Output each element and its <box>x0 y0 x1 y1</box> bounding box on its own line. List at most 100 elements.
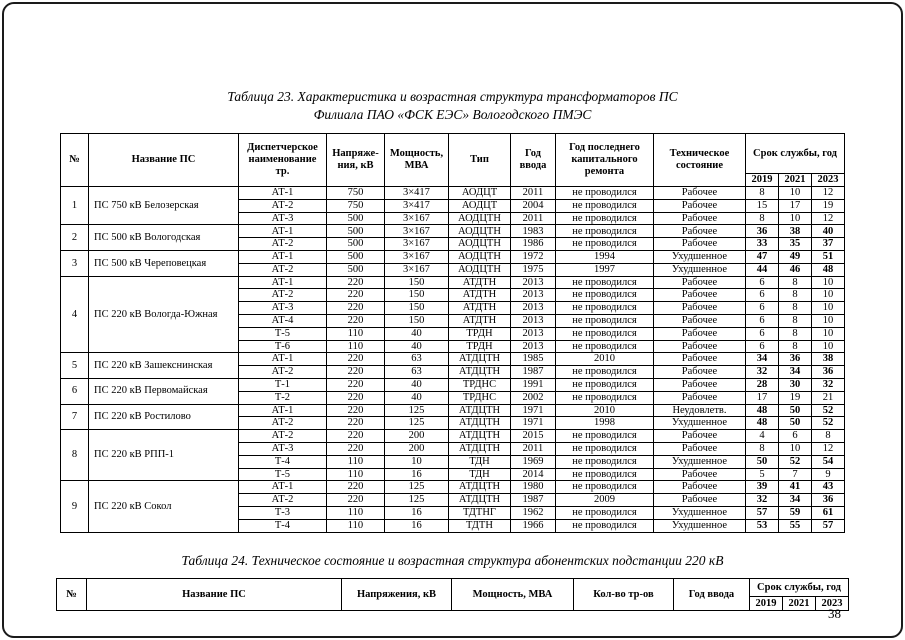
year-commissioned: 2011 <box>509 186 556 200</box>
transformer-type: АТДЦТН <box>447 352 511 367</box>
table23: № Название ПС Диспетчерское наименование… <box>59 133 846 533</box>
power-value: 3×167 <box>383 211 449 226</box>
service-life-2023: 54 <box>810 454 846 469</box>
service-life-2021: 36 <box>777 352 812 367</box>
service-life-2021: 8 <box>777 301 812 316</box>
technical-condition: Рабочее <box>652 378 746 392</box>
table23-body: 1 ПС 750 кВ Белозерская АТ-1 750 3×417 АОДЦТ 2… <box>59 186 846 533</box>
col-header-name: Название ПС <box>87 133 239 188</box>
group-number: 7 <box>59 403 89 431</box>
service-life-2021: 49 <box>777 250 812 264</box>
service-life-2021: 50 <box>777 403 812 418</box>
table-row: АТ-2 220 125 АТДЦТН 1987 2009 Рабочее 32 34 36 <box>60 493 846 508</box>
last-repair: 2010 <box>554 352 654 367</box>
service-life-2019: 6 <box>744 339 779 354</box>
transformer-type: АОДЦТ <box>447 198 511 213</box>
year-commissioned: 2011 <box>509 442 556 456</box>
transformer-type: АОДЦТН <box>447 237 511 252</box>
transformer-id: Т-3 <box>237 506 327 520</box>
last-repair: не проводился <box>554 442 654 456</box>
service-life-2023: 10 <box>810 275 846 290</box>
service-life-2021: 19 <box>777 390 812 405</box>
transformer-type: АТДТН <box>447 288 511 303</box>
power-value: 150 <box>383 314 449 328</box>
voltage-value: 220 <box>325 429 385 444</box>
last-repair: не проводился <box>554 378 654 392</box>
col-header-condition: Техническое состояние <box>652 133 746 188</box>
group-number: 4 <box>59 275 89 354</box>
transformer-id: Т-2 <box>237 390 327 405</box>
transformer-type: АТДЦТН <box>447 429 511 444</box>
col-header-power: Мощность, МВА <box>383 133 449 188</box>
last-repair: не проводился <box>554 237 654 252</box>
service-life-2019: 32 <box>744 365 779 380</box>
technical-condition: Рабочее <box>652 237 746 252</box>
group-number: 1 <box>59 186 89 226</box>
table-row: Т-4 110 16 ТДТН 1966 не проводился Ухудшенное 5… <box>60 518 846 533</box>
service-life-2019: 8 <box>744 211 779 226</box>
col-header-voltage: Напряжения, кВ <box>340 578 452 612</box>
voltage-value: 220 <box>325 275 385 290</box>
power-value: 40 <box>383 390 449 405</box>
technical-condition: Рабочее <box>652 288 746 303</box>
transformer-type: ТРДНС <box>447 378 511 392</box>
technical-condition: Рабочее <box>652 211 746 226</box>
year-commissioned: 2013 <box>509 326 556 341</box>
transformer-type: АТДТН <box>447 301 511 316</box>
service-life-2021: 10 <box>777 442 812 456</box>
year-commissioned: 2015 <box>509 429 556 444</box>
year-commissioned: 2013 <box>509 314 556 328</box>
table-row: 7 ПС 220 кВ Ростилово АТ-1 220 125 АТДЦТН 1971… <box>59 403 846 431</box>
technical-condition: Рабочее <box>652 467 746 482</box>
substation-name: ПС 750 кВ Белозерская <box>87 186 239 226</box>
voltage-value: 220 <box>325 314 385 328</box>
col-header-type: Тип <box>447 133 511 188</box>
technical-condition: Рабочее <box>652 493 746 508</box>
service-life-2023: 38 <box>810 352 846 367</box>
last-repair: не проводился <box>554 288 654 303</box>
year-commissioned: 2013 <box>509 275 556 290</box>
year-commissioned: 1975 <box>509 262 556 277</box>
year-commissioned: 1987 <box>509 493 556 508</box>
table-row: АТ-4 220 150 АТДТН 2013 не проводился Рабочее 6… <box>60 314 846 328</box>
service-life-2023: 9 <box>810 467 846 482</box>
service-life-2019: 48 <box>744 416 779 431</box>
service-life-2021: 6 <box>777 429 812 444</box>
table-row: 2 ПС 500 кВ Вологодская АТ-1 500 3×167 АОДЦТН… <box>59 224 846 252</box>
group-number: 5 <box>59 352 89 380</box>
col-header-num: № <box>55 578 87 612</box>
technical-condition: Неудовлетв. <box>652 403 746 418</box>
service-life-2023: 57 <box>810 518 846 533</box>
year-commissioned: 1971 <box>509 403 556 418</box>
voltage-value: 220 <box>325 416 385 431</box>
transformer-id: АТ-1 <box>237 403 327 418</box>
service-life-2023: 19 <box>810 198 846 213</box>
voltage-value: 500 <box>325 262 385 277</box>
year-commissioned: 1972 <box>509 250 556 264</box>
service-life-2019: 4 <box>744 429 779 444</box>
technical-condition: Рабочее <box>652 275 746 290</box>
year-commissioned: 2002 <box>509 390 556 405</box>
group-number: 6 <box>59 378 89 405</box>
service-life-2019: 39 <box>744 480 779 495</box>
service-life-2019: 6 <box>744 326 779 341</box>
voltage-value: 500 <box>325 237 385 252</box>
service-life-2019: 6 <box>744 275 779 290</box>
last-repair: не проводился <box>554 339 654 354</box>
transformer-id: Т-1 <box>237 378 327 392</box>
last-repair: 1994 <box>554 250 654 264</box>
transformer-id: АТ-1 <box>237 480 327 495</box>
transformer-type: АТДТН <box>447 314 511 328</box>
voltage-value: 220 <box>325 493 385 508</box>
transformer-type: ТДТН <box>447 518 511 533</box>
service-life-2023: 51 <box>810 250 846 264</box>
power-value: 125 <box>383 480 449 495</box>
power-value: 3×167 <box>383 224 449 239</box>
last-repair: не проводился <box>554 186 654 200</box>
col-header-year-2021: 2021 <box>777 173 812 188</box>
last-repair: не проводился <box>554 365 654 380</box>
service-life-2021: 8 <box>777 275 812 290</box>
service-life-2019: 6 <box>744 288 779 303</box>
year-commissioned: 1983 <box>509 224 556 239</box>
voltage-value: 110 <box>325 454 385 469</box>
